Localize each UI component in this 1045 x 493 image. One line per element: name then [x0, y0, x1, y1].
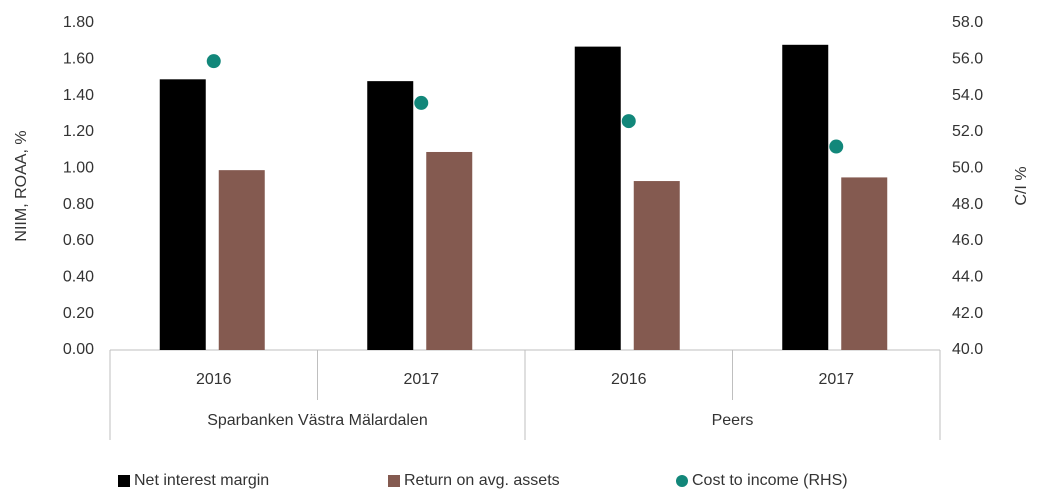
y2-tick-label: 52.0 — [952, 123, 983, 140]
bar — [574, 46, 621, 350]
bar — [633, 181, 680, 350]
dot — [621, 114, 636, 129]
y2-tick-label: 58.0 — [952, 14, 983, 31]
bar — [367, 81, 414, 350]
y2-axis-title: C/I % — [1013, 166, 1030, 205]
bar — [218, 170, 265, 350]
y2-tick-label: 56.0 — [952, 51, 983, 68]
y-tick-label: 1.60 — [63, 51, 94, 68]
y2-tick-label: 54.0 — [952, 87, 983, 104]
legend-label: Return on avg. assets — [404, 472, 560, 489]
bar — [426, 151, 473, 350]
legend-label: Net interest margin — [134, 472, 269, 489]
x-tick-label: 2016 — [611, 371, 647, 388]
y2-tick-label: 46.0 — [952, 232, 983, 249]
y-tick-label: 0.40 — [63, 269, 94, 286]
bar — [782, 44, 829, 351]
dot — [829, 139, 844, 154]
x-tick-label: 2016 — [196, 371, 232, 388]
y2-tick-label: 50.0 — [952, 160, 983, 177]
y-axis-title: NIIM, ROAA, % — [13, 130, 30, 241]
dot — [414, 95, 429, 110]
y2-tick-label: 42.0 — [952, 305, 983, 322]
y-tick-label: 0.00 — [63, 341, 94, 358]
y-tick-label: 0.80 — [63, 196, 94, 213]
group-label: Peers — [712, 412, 754, 429]
y-tick-label: 1.20 — [63, 123, 94, 140]
y-tick-label: 0.60 — [63, 232, 94, 249]
x-tick-label: 2017 — [403, 371, 439, 388]
dot — [206, 54, 221, 69]
bar — [159, 79, 206, 351]
y-tick-label: 0.20 — [63, 305, 94, 322]
x-tick-label: 2017 — [818, 371, 854, 388]
legend-marker — [118, 475, 130, 487]
legend-marker — [388, 475, 400, 487]
legend-label: Cost to income (RHS) — [692, 472, 848, 489]
bar — [841, 177, 888, 350]
y2-tick-label: 40.0 — [952, 341, 983, 358]
y-tick-label: 1.40 — [63, 87, 94, 104]
legend-marker — [676, 475, 688, 487]
y2-tick-label: 44.0 — [952, 269, 983, 286]
y-tick-label: 1.00 — [63, 160, 94, 177]
y-tick-label: 1.80 — [63, 14, 94, 31]
group-label: Sparbanken Västra Mälardalen — [207, 412, 428, 429]
y2-tick-label: 48.0 — [952, 196, 983, 213]
